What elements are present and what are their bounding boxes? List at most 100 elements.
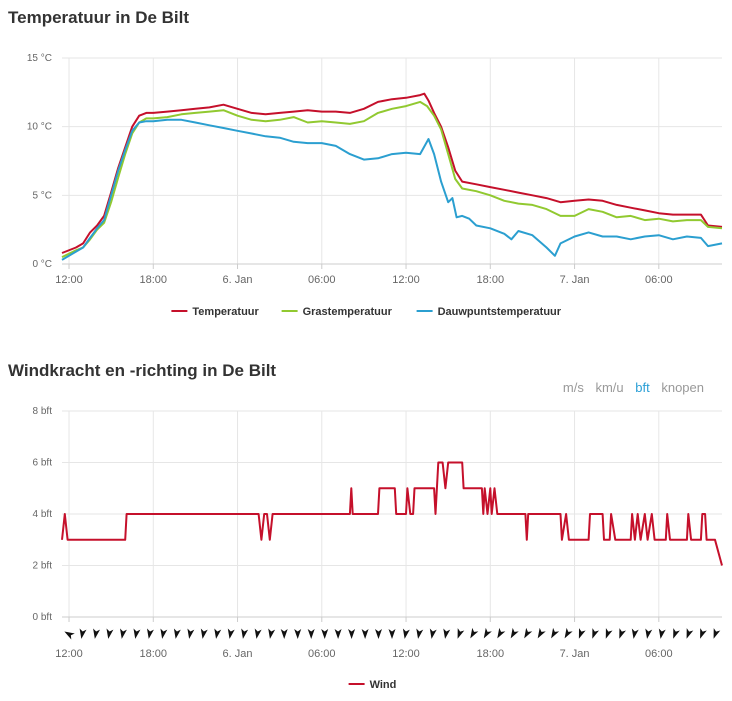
x-tick-label: 12:00 (392, 274, 420, 286)
wind-arrow-icon (497, 627, 506, 639)
legend-label: Dauwpuntstemperatuur (438, 306, 562, 318)
wind-arrow-icon (93, 628, 101, 639)
wind-direction-icon (429, 628, 437, 639)
wind-direction-icon (578, 628, 586, 639)
wind-direction-icon (307, 629, 315, 639)
x-tick-label: 6. Jan (223, 274, 253, 286)
wind-direction-icon (416, 628, 424, 639)
wind-arrow-icon (187, 628, 195, 639)
wind-direction-icon (93, 628, 101, 639)
wind-chart-title: Windkracht en -richting in De Bilt (8, 361, 277, 380)
y-tick-label: 15 °C (27, 53, 52, 64)
wind-arrow-icon (510, 627, 519, 639)
wind-arrow-icon (307, 629, 315, 639)
wind-arrow-icon (173, 628, 181, 639)
wind-direction-icon (551, 627, 560, 639)
wind-arrow-icon (673, 628, 680, 639)
x-tick-label: 12:00 (392, 648, 420, 660)
wind-direction-icon (443, 628, 451, 639)
y-tick-label: 6 bft (33, 458, 53, 469)
wind-arrow-icon (348, 629, 356, 639)
legend-label: Wind (370, 679, 397, 691)
wind-direction-icon (605, 628, 613, 639)
wind-direction-icon (64, 631, 75, 640)
wind-direction-icon (700, 628, 707, 639)
wind-arrow-icon (361, 629, 369, 639)
wind-arrow-icon (470, 627, 479, 639)
x-tick-label: 6. Jan (223, 648, 253, 660)
legend-item[interactable]: Wind (348, 679, 397, 691)
legend-item[interactable]: Temperatuur (171, 306, 260, 318)
wind-direction-icon (187, 628, 195, 639)
x-tick-label: 06:00 (308, 648, 336, 660)
unit-option-knopen[interactable]: knopen (661, 380, 704, 395)
wind-arrow-icon (564, 627, 573, 639)
wind-direction-icon (658, 628, 666, 639)
wind-direction-icon (348, 629, 356, 639)
wind-arrow-icon (483, 627, 492, 639)
wind-direction-icon (268, 628, 276, 639)
y-tick-label: 0 bft (33, 612, 53, 623)
wind-arrow-icon (429, 628, 437, 639)
y-tick-label: 8 bft (33, 406, 53, 417)
wind-direction-icon (402, 628, 410, 639)
wind-arrow-icon (537, 627, 546, 639)
y-tick-label: 10 °C (27, 122, 52, 133)
wind-direction-icon (361, 629, 369, 639)
unit-option-ms[interactable]: m/s (562, 380, 584, 395)
series-line-grastemperatuur (61, 100, 723, 258)
legend-item[interactable]: Dauwpuntstemperatuur (416, 306, 562, 318)
x-tick-label: 18:00 (140, 648, 168, 660)
wind-arrow-icon (645, 628, 653, 639)
wind-direction-icon (241, 628, 249, 639)
x-tick-label: 12:00 (55, 274, 83, 286)
wind-direction-icon (645, 628, 653, 639)
wind-direction-icon (334, 629, 342, 639)
y-tick-label: 5 °C (32, 190, 52, 201)
wind-direction-icon (537, 627, 546, 639)
wind-direction-icon (120, 628, 127, 639)
wind-direction-icon (106, 628, 114, 639)
wind-direction-icon (631, 628, 639, 639)
wind-arrow-icon (524, 627, 533, 639)
wind-arrow-icon (402, 628, 410, 639)
series-line-dauwpuntstemperatuur (61, 118, 723, 261)
y-tick-label: 0 °C (32, 259, 52, 270)
y-tick-label: 2 bft (33, 561, 53, 572)
wind-direction-icon (254, 628, 262, 639)
wind-arrow-icon (457, 628, 465, 639)
wind-arrow-icon (147, 628, 154, 639)
wind-direction-icon (524, 627, 533, 639)
wind-arrow-icon (592, 628, 599, 639)
wind-arrow-icon (443, 628, 451, 639)
x-tick-label: 18:00 (477, 648, 505, 660)
unit-option-kmu[interactable]: km/u (595, 380, 624, 395)
series-line-wind (61, 461, 723, 566)
legend-label: Temperatuur (192, 306, 259, 318)
temperature-chart-title: Temperatuur in De Bilt (8, 8, 190, 27)
wind-arrow-icon (686, 628, 694, 639)
wind-arrow-icon (605, 628, 613, 639)
wind-direction-icon (147, 628, 154, 639)
wind-arrow-icon (268, 628, 276, 639)
x-tick-label: 18:00 (140, 274, 168, 286)
wind-direction-icon (564, 627, 573, 639)
wind-direction-icon (321, 629, 329, 639)
wind-arrow-icon (334, 629, 342, 639)
wind-arrow-icon (631, 628, 639, 639)
wind-arrow-icon (214, 628, 222, 639)
wind-direction-icon (294, 629, 302, 639)
wind-arrow-icon (416, 628, 424, 639)
wind-direction-icon (510, 627, 519, 639)
temperature-chart: 0 °C 5 °C 10 °C 15 °C 12:00 18:00 6. Jan 06:00 1… (27, 53, 723, 318)
wind-arrow-icon (619, 628, 626, 639)
wind-direction-icon (280, 629, 288, 639)
wind-arrow-icon (294, 629, 302, 639)
wind-direction-icon (214, 628, 222, 639)
x-tick-label: 06:00 (308, 274, 336, 286)
wind-arrow-icon (578, 628, 586, 639)
legend-item[interactable]: Grastemperatuur (281, 306, 393, 318)
x-tick-label: 7. Jan (560, 648, 590, 660)
unit-option-bft[interactable]: bft (635, 380, 650, 395)
